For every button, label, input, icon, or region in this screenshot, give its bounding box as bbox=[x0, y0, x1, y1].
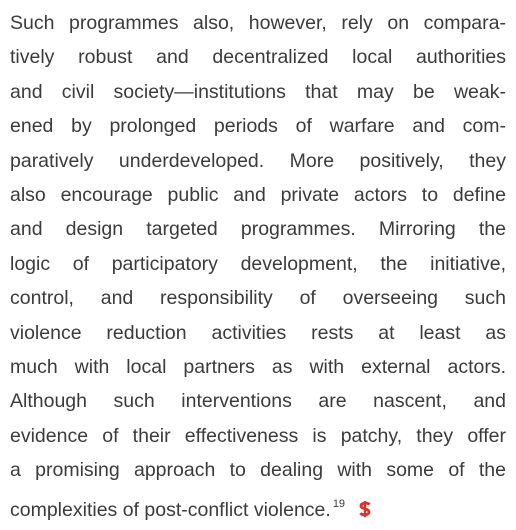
text-line: control, and responsibility of overseein… bbox=[10, 281, 506, 315]
text-line: Such programmes also, however, rely on c… bbox=[10, 6, 506, 40]
line-text: Although such interventions are nascent,… bbox=[10, 390, 506, 413]
text-line: and civil society—institutions that may … bbox=[10, 75, 506, 109]
text-line: much with local partners as with externa… bbox=[10, 350, 506, 384]
line-text: ened by prolonged periods of warfare and… bbox=[10, 115, 506, 138]
text-line: also encourage public and private actors… bbox=[10, 178, 506, 212]
line-text: control, and responsibility of overseein… bbox=[10, 287, 506, 310]
text-line: Although such interventions are nascent,… bbox=[10, 384, 506, 418]
text-line: complexities of post-conflict violence. 1… bbox=[10, 487, 506, 521]
text-line: a promising approach to dealing with som… bbox=[10, 453, 506, 487]
line-text: Such programmes also, however, rely on c… bbox=[10, 12, 506, 34]
line-text: violence reduction activities rests at l… bbox=[10, 321, 506, 344]
footnote-ref: 19 bbox=[332, 498, 346, 511]
text-line: violence reduction activities rests at l… bbox=[10, 316, 506, 350]
line-text: paratively underdeveloped. More positive… bbox=[10, 149, 506, 172]
text-line: evidence of their effectiveness is patch… bbox=[10, 419, 506, 453]
line-text: tively robust and decentralized local au… bbox=[10, 46, 506, 69]
line-text: also encourage public and private actors… bbox=[10, 183, 506, 206]
text-line: tively robust and decentralized local au… bbox=[10, 40, 506, 74]
line-text: complexities of post-conflict violence. bbox=[10, 499, 331, 522]
text-line: and design targeted programmes. Mirrorin… bbox=[10, 212, 506, 246]
line-text: logic of participatory development, the … bbox=[10, 252, 506, 275]
text-line: paratively underdeveloped. More positive… bbox=[10, 144, 506, 178]
line-text: and civil society—institutions that may … bbox=[10, 80, 506, 103]
end-icon bbox=[357, 495, 373, 529]
paragraph: Such programmes also, however, rely on c… bbox=[10, 6, 506, 522]
line-text: a promising approach to dealing with som… bbox=[10, 459, 506, 482]
line-text: evidence of their effectiveness is patch… bbox=[10, 424, 506, 447]
line-text: much with local partners as with externa… bbox=[10, 355, 506, 378]
text-line: logic of participatory development, the … bbox=[10, 247, 506, 281]
text-line: ened by prolonged periods of warfare and… bbox=[10, 109, 506, 143]
end-mark bbox=[359, 501, 371, 518]
line-text: and design targeted programmes. Mirrorin… bbox=[10, 218, 506, 241]
